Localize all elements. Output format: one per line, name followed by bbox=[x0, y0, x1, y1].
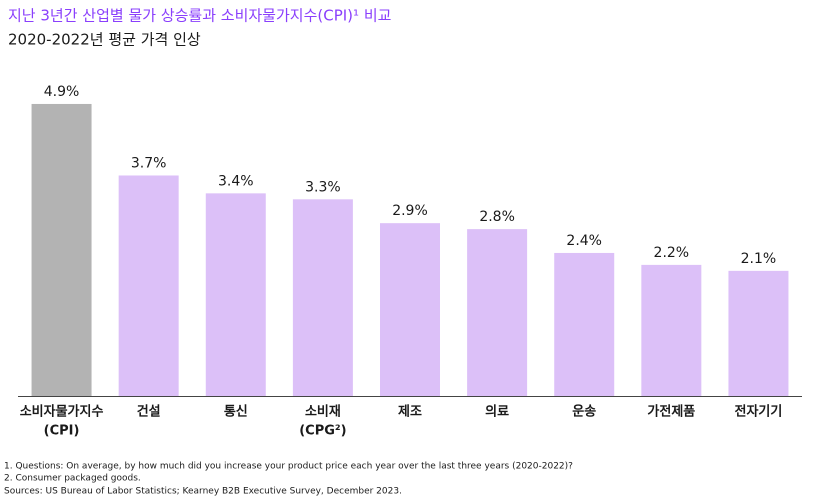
x-tick-label: (CPG²) bbox=[299, 424, 346, 439]
x-tick-label: 가전제품 bbox=[647, 404, 695, 420]
value-label: 2.2% bbox=[654, 245, 690, 261]
x-tick-label: 소비자물가지수 bbox=[20, 405, 104, 420]
value-label: 2.9% bbox=[392, 203, 428, 219]
x-tick-label: 운송 bbox=[572, 405, 596, 420]
chart-subtitle: 2020-2022년 평균 가격 인상 bbox=[8, 31, 201, 49]
footnote: Sources: US Bureau of Labor Statistics; … bbox=[4, 487, 402, 497]
chart-title: 지난 3년간 산업별 물가 상승률과 소비자물가지수(CPI)¹ 비교 bbox=[8, 7, 391, 25]
bar bbox=[118, 175, 179, 396]
bar bbox=[380, 223, 440, 396]
value-label: 4.9% bbox=[44, 84, 80, 100]
bar bbox=[467, 229, 528, 396]
x-tick-label: 건설 bbox=[137, 404, 161, 420]
bar bbox=[641, 264, 702, 396]
x-tick-label: 제조 bbox=[398, 405, 422, 420]
value-label: 2.8% bbox=[479, 209, 515, 225]
bar bbox=[205, 193, 266, 396]
x-tick-label: (CPI) bbox=[44, 424, 80, 439]
x-tick-label: 의료 bbox=[485, 404, 509, 420]
value-label: 3.4% bbox=[218, 173, 254, 189]
bar bbox=[554, 252, 615, 396]
value-label: 2.1% bbox=[741, 251, 777, 267]
bar bbox=[292, 199, 353, 396]
x-tick-label: 전자기기 bbox=[735, 404, 783, 420]
footnote: 2. Consumer packaged goods. bbox=[4, 474, 141, 484]
bar bbox=[31, 103, 92, 397]
x-tick-label: 통신 bbox=[224, 405, 248, 420]
footnote: 1. Questions: On average, by how much di… bbox=[4, 462, 573, 472]
bar bbox=[728, 270, 789, 396]
value-label: 3.7% bbox=[131, 155, 167, 171]
value-label: 3.3% bbox=[305, 179, 341, 195]
value-label: 2.4% bbox=[566, 233, 602, 249]
x-tick-label: 소비재 bbox=[305, 405, 341, 420]
